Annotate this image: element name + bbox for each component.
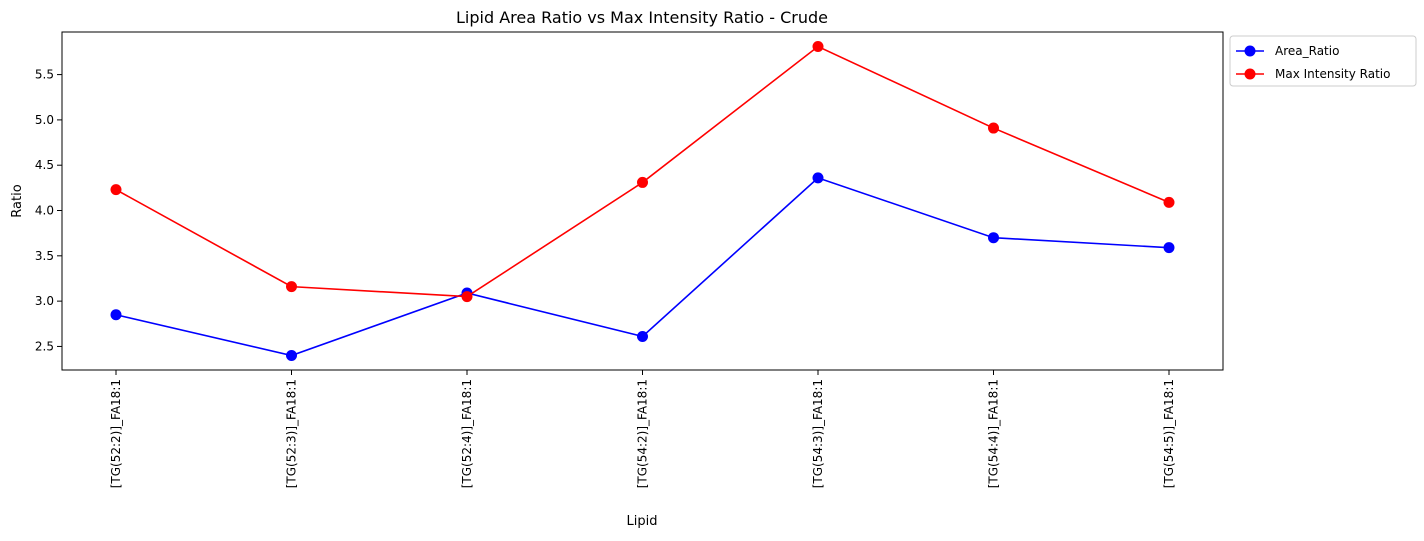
- series-1-point: [110, 309, 122, 321]
- y-tick-label: 4.5: [35, 158, 54, 172]
- x-tick-label: [TG(52:3)]_FA18:1: [285, 379, 299, 488]
- series-2-point: [637, 176, 648, 188]
- series-1-point: [812, 172, 824, 184]
- series-line-2: [115, 45, 1170, 298]
- legend-label-1: Area_Ratio: [1275, 44, 1339, 58]
- plot-area: [110, 40, 1175, 362]
- series-2-point: [286, 281, 297, 293]
- x-axis: [TG(52:2)]_FA18:1 [TG(52:3)]_FA18:1 [TG(52…: [109, 370, 1176, 488]
- y-tick-label: 2.5: [35, 339, 54, 353]
- y-axis-label: Ratio: [10, 184, 25, 217]
- axes-frame: [61, 31, 1224, 371]
- series-1-point: [637, 330, 648, 342]
- series-line-1: [115, 176, 1170, 357]
- x-tick-label: [TG(52:4)]_FA18:1: [460, 379, 474, 488]
- x-axis-label: Lipid: [627, 514, 658, 529]
- y-tick-label: 3.5: [35, 249, 54, 263]
- series-2-point: [110, 184, 122, 196]
- x-tick-label: [TG(52:2)]_FA18:1: [109, 379, 123, 488]
- series-2-point: [988, 122, 999, 134]
- legend: Area_Ratio Max Intensity Ratio: [1229, 35, 1417, 87]
- series-1-point: [286, 350, 297, 362]
- x-tick-label: [TG(54:3)]_FA18:1: [811, 379, 825, 488]
- y-tick-label: 5.0: [35, 113, 54, 127]
- series-2-point: [812, 40, 824, 52]
- legend-marker-2: [1244, 68, 1256, 80]
- y-axis: 2.5 3.0 3.5 4.0 4.5 5.0 5.5: [35, 68, 62, 353]
- legend-label-2: Max Intensity Ratio: [1275, 67, 1390, 81]
- legend-marker-1: [1244, 45, 1256, 57]
- y-tick-label: 4.0: [35, 204, 54, 218]
- y-tick-label: 5.5: [35, 68, 54, 82]
- series-1-point: [988, 232, 999, 244]
- x-tick-label: [TG(54:2)]_FA18:1: [636, 379, 650, 488]
- x-tick-label: [TG(54:5)]_FA18:1: [1162, 379, 1176, 488]
- series-2-point: [1163, 196, 1175, 208]
- x-tick-label: [TG(54:4)]_FA18:1: [987, 379, 1001, 488]
- series-1-point: [1163, 242, 1175, 254]
- y-tick-label: 3.0: [35, 294, 54, 308]
- legend-box: [1229, 35, 1417, 87]
- series-2-point: [461, 291, 473, 303]
- chart-title: Lipid Area Ratio vs Max Intensity Ratio …: [456, 8, 828, 27]
